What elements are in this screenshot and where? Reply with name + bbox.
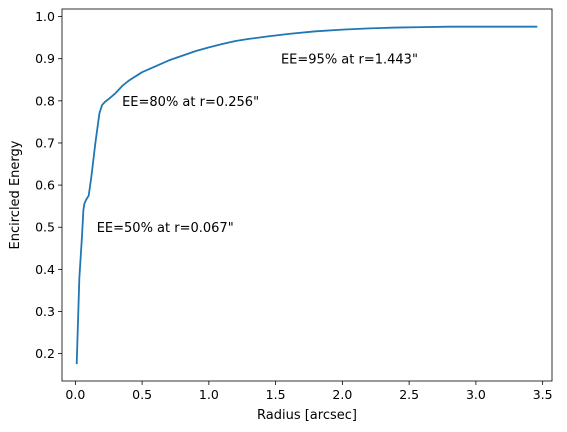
- x-tick-label: 2.5: [399, 387, 419, 402]
- y-axis-ticks: 0.2 0.3 0.4 0.5 0.6 0.7 0.8 0.9 1.0: [35, 9, 62, 361]
- x-tick-label: 1.0: [199, 387, 219, 402]
- y-tick-label: 0.3: [35, 304, 55, 319]
- x-tick-label: 2.0: [332, 387, 352, 402]
- annotation-label: EE=50% at r=0.067": [97, 221, 234, 236]
- encircled-energy-line: [75, 25, 538, 365]
- y-tick-label: 1.0: [35, 9, 55, 24]
- y-tick-label: 0.2: [35, 346, 55, 361]
- annotation-label: EE=95% at r=1.443": [281, 53, 418, 68]
- x-tick-label: 1.5: [266, 387, 286, 402]
- annotations: EE=50% at r=0.067" EE=80% at r=0.256" EE=9…: [97, 53, 418, 237]
- x-axis-ticks: 0.0 0.5 1.0 1.5 2.0 2.5 3.0 3.5: [65, 381, 553, 402]
- y-tick-label: 0.6: [35, 178, 55, 193]
- y-tick-label: 0.9: [35, 51, 55, 66]
- x-axis-label: Radius [arcsec]: [257, 408, 357, 423]
- plot-frame: [61, 8, 553, 382]
- x-tick-label: 3.0: [466, 387, 486, 402]
- y-tick-label: 0.4: [35, 262, 55, 277]
- y-tick-label: 0.5: [35, 220, 55, 235]
- x-tick-label: 3.5: [533, 387, 553, 402]
- annotation-label: EE=80% at r=0.256": [122, 95, 259, 110]
- y-tick-label: 0.8: [35, 93, 55, 108]
- x-tick-label: 0.5: [132, 387, 152, 402]
- y-tick-label: 0.7: [35, 135, 55, 150]
- x-tick-label: 0.0: [65, 387, 85, 402]
- y-axis-label: Encircled Energy: [8, 140, 23, 249]
